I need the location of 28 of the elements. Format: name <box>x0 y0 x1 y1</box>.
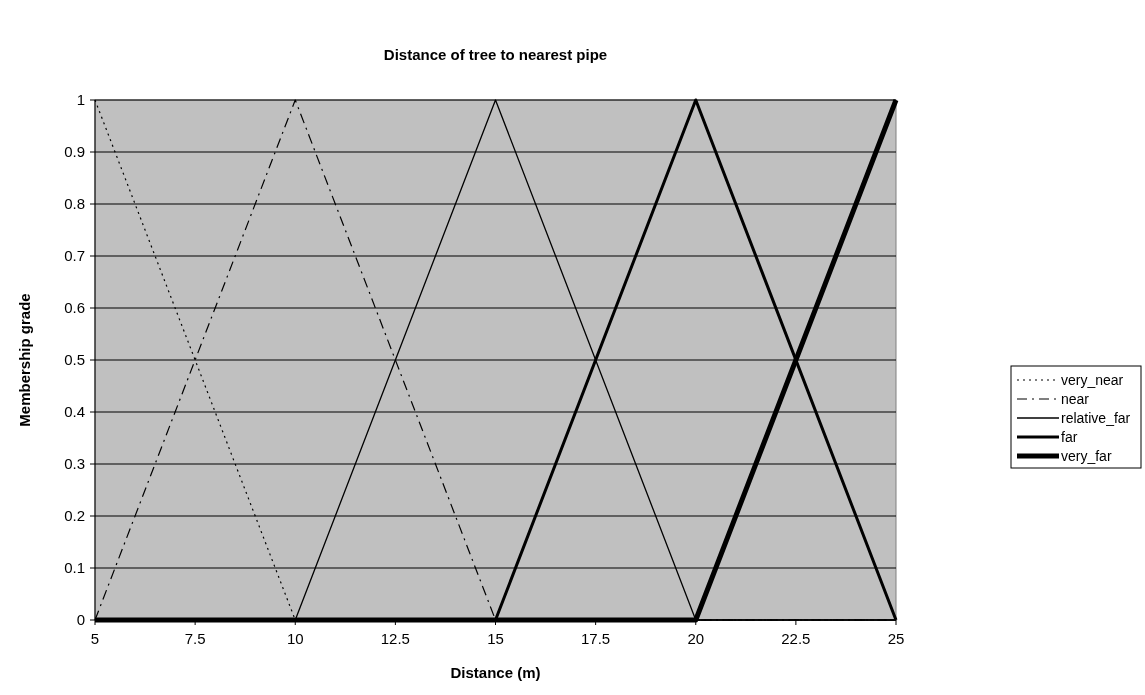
y-tick-label: 0.1 <box>64 559 85 576</box>
legend-label: near <box>1061 391 1090 407</box>
x-tick-label: 15 <box>487 630 504 647</box>
x-axis-title: Distance (m) <box>450 664 541 681</box>
y-tick-label: 0.6 <box>64 299 85 316</box>
y-tick-label: 0.5 <box>64 351 85 368</box>
y-tick-label: 0.9 <box>64 143 85 160</box>
y-tick-label: 0.8 <box>64 195 85 212</box>
x-tick-label: 5 <box>90 630 100 647</box>
y-axis-title: Membership grade <box>16 293 33 427</box>
x-tick-label: 7.5 <box>184 630 206 647</box>
y-tick-label: 0.2 <box>64 507 85 524</box>
x-tick-label: 10 <box>286 630 304 647</box>
legend-label: relative_far <box>1061 410 1131 426</box>
legend-label: far <box>1061 429 1078 445</box>
x-tick-label: 22.5 <box>781 630 811 647</box>
y-tick-label: 0 <box>76 611 85 628</box>
x-tick-label: 17.5 <box>581 630 611 647</box>
x-tick-label: 25 <box>887 630 905 647</box>
y-tick-label: 0.4 <box>64 403 85 420</box>
chart-title: Distance of tree to nearest pipe <box>383 46 608 63</box>
x-tick-label: 20 <box>687 630 705 647</box>
legend-label: very_far <box>1061 448 1112 464</box>
y-tick-label: 1 <box>76 91 85 108</box>
y-tick-label: 0.7 <box>64 247 85 264</box>
legend-label: very_near <box>1061 372 1124 388</box>
x-tick-label: 12.5 <box>380 630 410 647</box>
y-tick-label: 0.3 <box>64 455 85 472</box>
